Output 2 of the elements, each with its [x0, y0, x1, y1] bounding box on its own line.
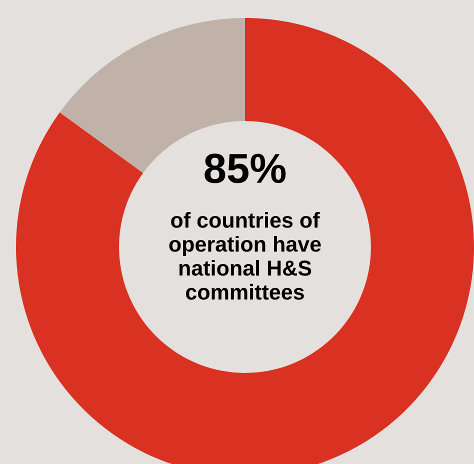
- text: 85%: [204, 154, 286, 184]
- text: of countries of operation have national H&S committees: [169, 212, 321, 300]
